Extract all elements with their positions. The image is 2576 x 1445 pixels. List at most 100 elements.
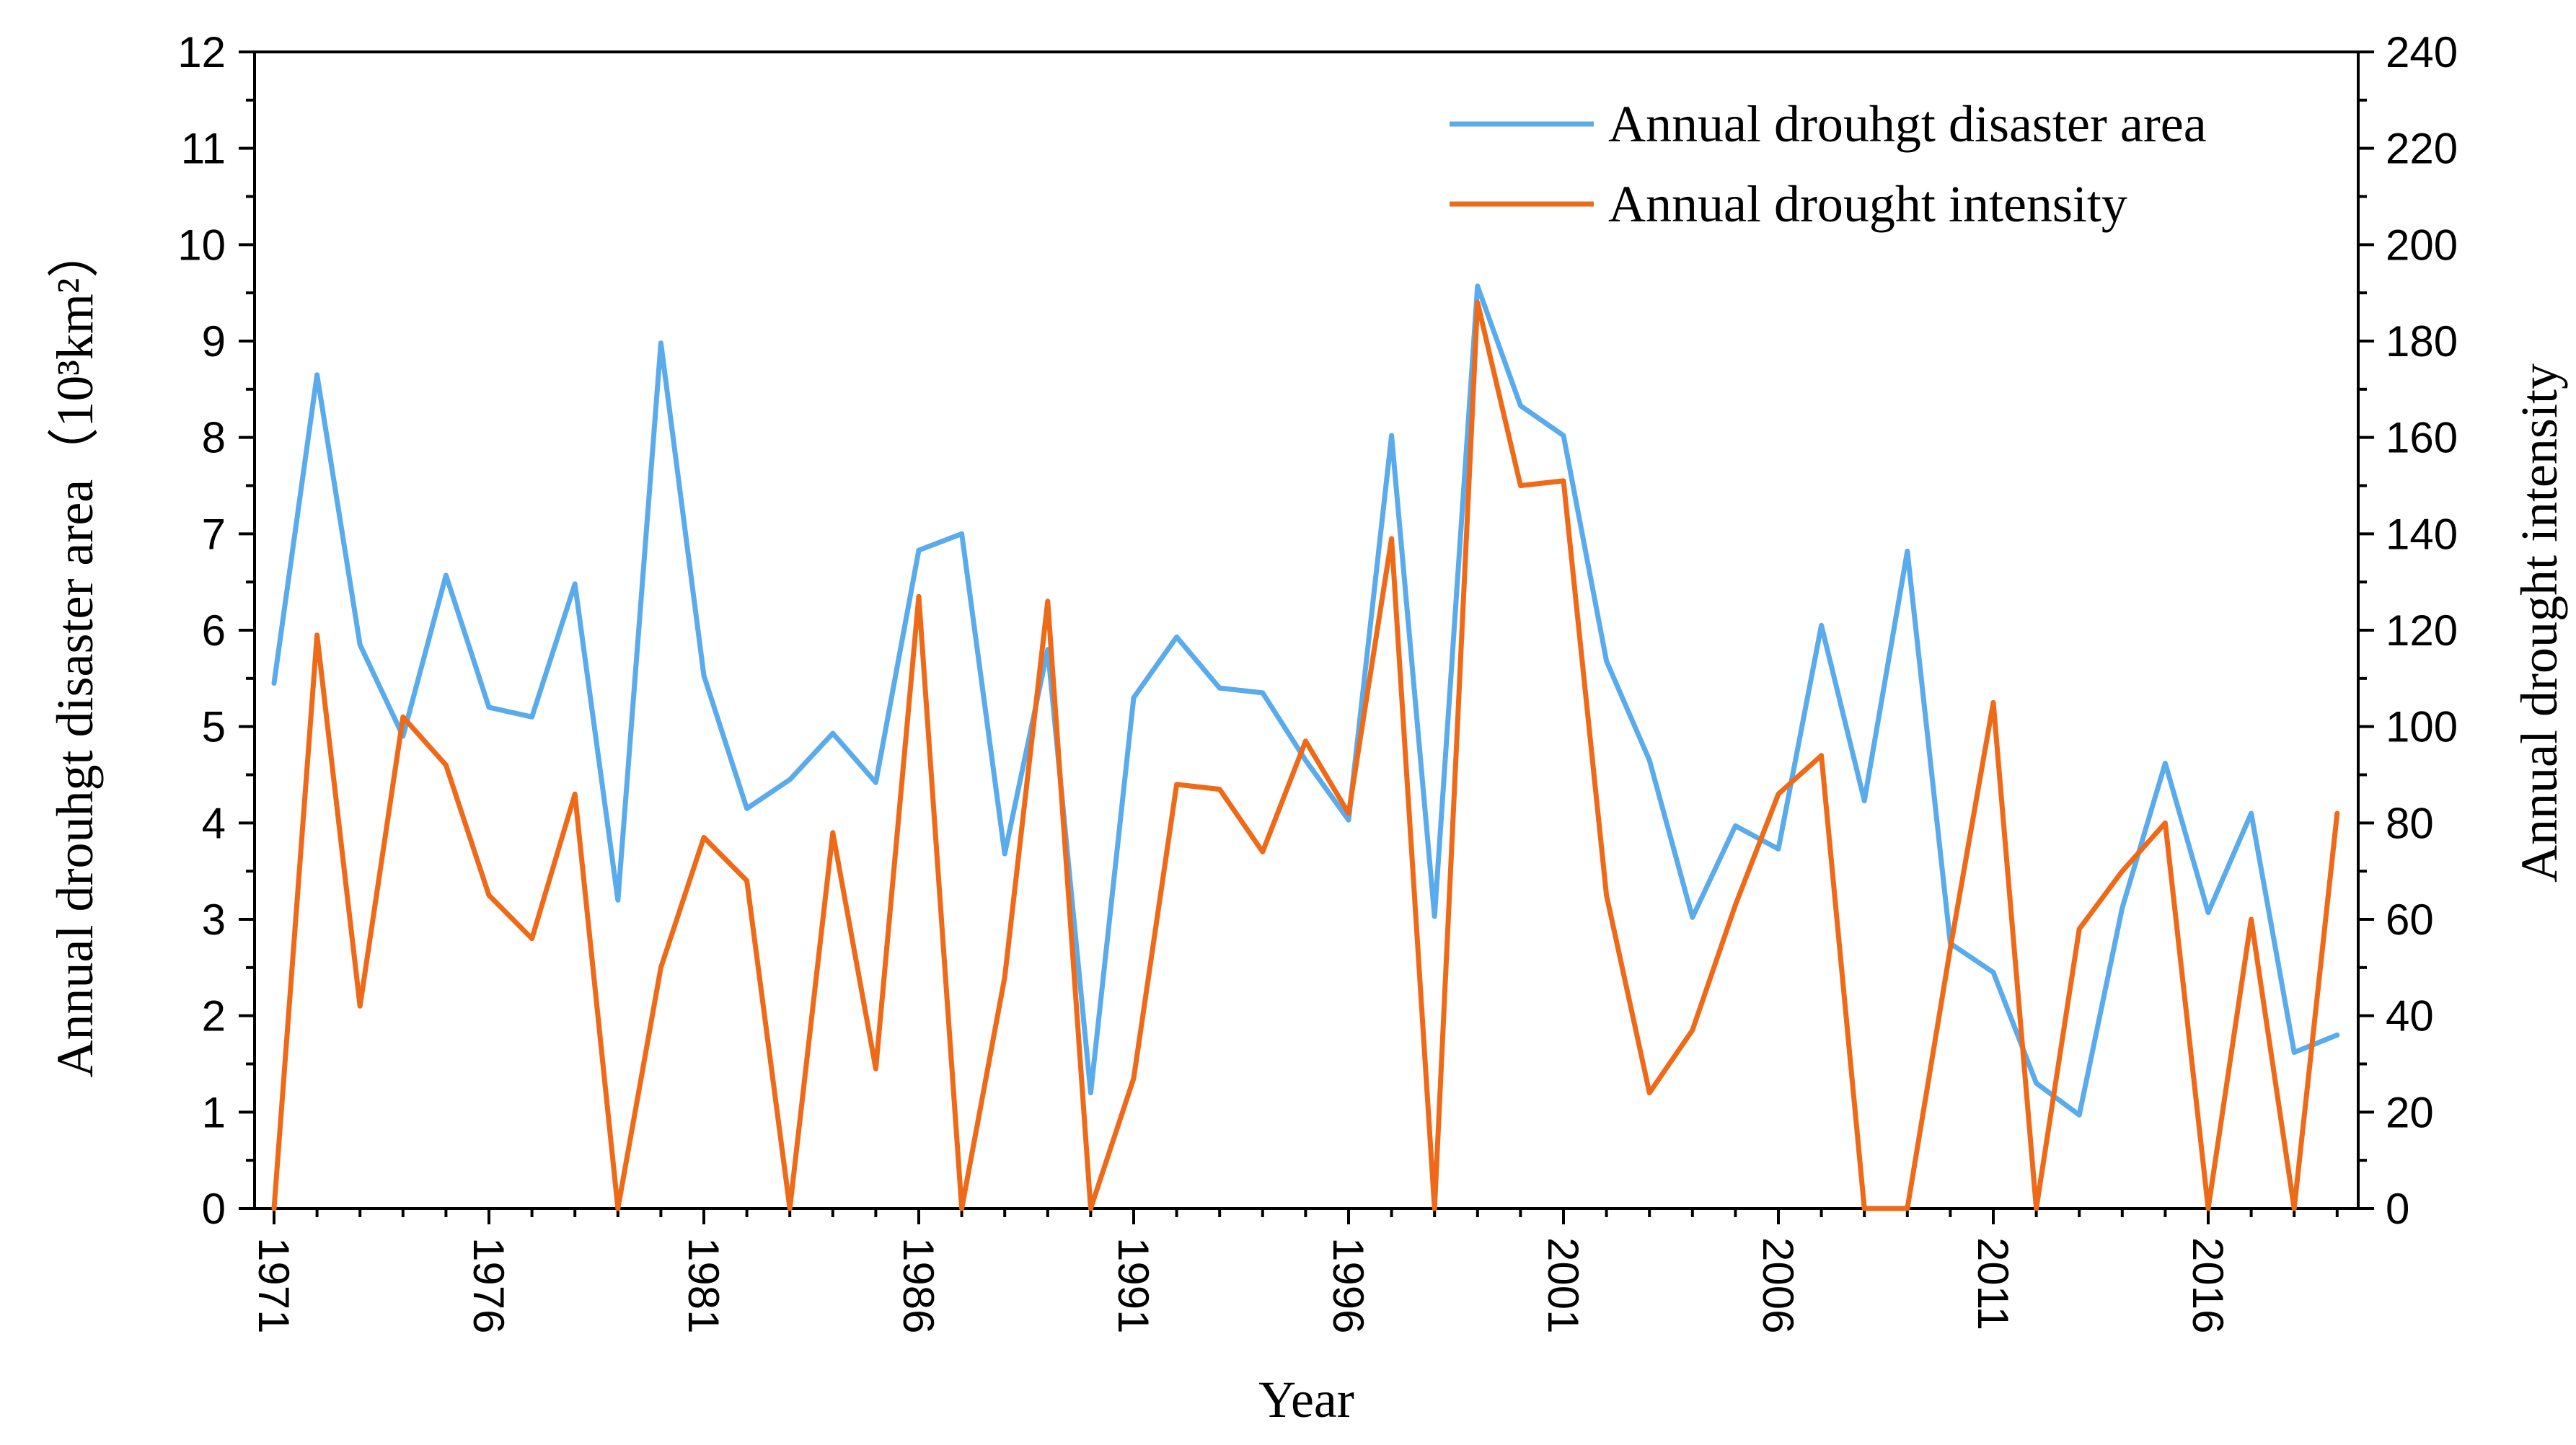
y-right-tick-label: 60: [2386, 896, 2434, 944]
data-point-drought-intensity: [1347, 812, 1350, 815]
data-point-drought-intensity: [832, 831, 834, 834]
data-point-drought-intensity: [1519, 485, 1522, 487]
data-point-drought-intensity: [1734, 903, 1737, 906]
data-point-disaster-area: [273, 682, 275, 684]
y-right-tick-label: 180: [2386, 317, 2458, 366]
y-right-tick-label: 0: [2386, 1185, 2409, 1233]
data-point-disaster-area: [917, 549, 920, 552]
data-point-drought-intensity: [2121, 870, 2124, 872]
data-point-disaster-area: [702, 674, 705, 677]
y-left-tick-label: 9: [202, 317, 226, 366]
data-point-drought-intensity: [746, 880, 749, 882]
data-point-disaster-area: [1476, 285, 1479, 288]
data-point-drought-intensity: [1691, 1029, 1694, 1032]
data-point-drought-intensity: [2035, 1207, 2038, 1210]
y-right-tick-label: 100: [2386, 703, 2458, 751]
data-point-drought-intensity: [316, 634, 319, 637]
data-point-drought-intensity: [1992, 701, 1995, 704]
x-tick-label: 1976: [464, 1237, 513, 1333]
data-point-disaster-area: [1132, 697, 1135, 699]
y-left-tick-label: 4: [202, 799, 226, 847]
data-point-drought-intensity: [1175, 783, 1178, 786]
x-tick-label: 1991: [1109, 1237, 1157, 1333]
data-point-drought-intensity: [358, 1004, 361, 1007]
data-point-disaster-area: [1046, 648, 1049, 651]
data-point-disaster-area: [1519, 405, 1522, 407]
y-left-tick-label: 12: [177, 28, 226, 76]
data-point-drought-intensity: [573, 792, 576, 795]
y-left-tick-label: 7: [202, 510, 226, 558]
data-point-drought-intensity: [1605, 894, 1608, 897]
y-left-tick-label: 10: [177, 221, 226, 269]
y-right-tick-label: 20: [2386, 1088, 2434, 1136]
data-point-drought-intensity: [617, 1207, 619, 1210]
x-tick-label: 1986: [894, 1237, 943, 1333]
data-point-disaster-area: [531, 715, 534, 718]
data-point-drought-intensity: [1433, 1207, 1436, 1210]
x-tick-label: 1996: [1324, 1237, 1372, 1333]
y-right-axis-title: Annual drought intensity: [2510, 363, 2568, 883]
data-point-drought-intensity: [1777, 792, 1780, 795]
y-left-tick-label: 11: [181, 125, 226, 173]
y-left-axis-title: Annual drouhgt disaster area（10³km²）: [46, 226, 104, 1078]
data-point-drought-intensity: [2078, 927, 2081, 930]
y-left-tick-label: 2: [202, 992, 226, 1040]
data-point-disaster-area: [1562, 434, 1565, 437]
data-point-drought-intensity: [2250, 918, 2253, 921]
data-point-drought-intensity: [1132, 1077, 1135, 1079]
data-point-disaster-area: [2035, 1082, 2038, 1084]
series-line-drought-intensity: [271, 300, 2340, 1211]
data-point-disaster-area: [1992, 971, 1995, 973]
data-point-disaster-area: [1433, 915, 1436, 918]
legend-label-disaster-area: Annual drouhgt disaster area: [1608, 95, 2207, 153]
data-point-disaster-area: [1691, 916, 1694, 919]
data-point-disaster-area: [961, 532, 963, 535]
series-line-disaster-area: [271, 283, 2340, 1118]
data-point-drought-intensity: [917, 595, 920, 598]
y-left-axis-title-text: Annual drouhgt disaster area: [46, 480, 104, 1078]
data-point-disaster-area: [2336, 1033, 2339, 1036]
data-point-disaster-area: [1089, 1092, 1092, 1095]
data-point-drought-intensity: [1089, 1207, 1092, 1210]
data-point-drought-intensity: [1949, 947, 1951, 950]
x-tick-label: 2016: [2184, 1237, 2232, 1333]
x-axis-title: Year: [1258, 1371, 1354, 1428]
y-right-tick-label: 40: [2386, 992, 2434, 1040]
data-point-drought-intensity: [1046, 600, 1049, 603]
y-left-axis-unit: （10³km²）: [46, 226, 104, 480]
data-point-disaster-area: [1261, 691, 1264, 694]
data-point-drought-intensity: [531, 937, 534, 940]
data-point-drought-intensity: [273, 1207, 275, 1210]
data-point-drought-intensity: [488, 894, 490, 897]
data-point-drought-intensity: [1906, 1207, 1909, 1210]
data-point-drought-intensity: [1304, 740, 1307, 743]
data-point-disaster-area: [1820, 624, 1823, 627]
legend: Annual drouhgt disaster area Annual droug…: [1450, 95, 2207, 233]
series-layer: [271, 283, 2340, 1211]
y-left-tick-label: 0: [202, 1185, 226, 1233]
data-point-disaster-area: [832, 732, 834, 735]
data-point-disaster-area: [874, 781, 877, 784]
data-point-drought-intensity: [788, 1207, 791, 1210]
data-point-drought-intensity: [2336, 812, 2339, 815]
y-right-tick-label: 80: [2386, 799, 2434, 847]
data-point-disaster-area: [1605, 660, 1608, 663]
x-tick-label: 2006: [1754, 1237, 1802, 1333]
data-point-drought-intensity: [659, 966, 662, 969]
data-point-drought-intensity: [1476, 301, 1479, 304]
x-tick-label: 2001: [1539, 1237, 1587, 1333]
data-point-disaster-area: [2121, 906, 2124, 909]
data-point-drought-intensity: [961, 1207, 963, 1210]
data-point-drought-intensity: [874, 1067, 877, 1070]
data-point-drought-intensity: [444, 764, 447, 766]
data-point-disaster-area: [2207, 911, 2210, 914]
y-right-tick-label: 120: [2386, 606, 2458, 655]
data-point-disaster-area: [1218, 686, 1221, 689]
data-point-drought-intensity: [2293, 1207, 2295, 1210]
axis-titles: Year Annual drouhgt disaster area（10³km²）…: [46, 226, 2568, 1428]
data-point-disaster-area: [746, 807, 749, 810]
data-point-disaster-area: [488, 706, 490, 709]
data-point-drought-intensity: [2163, 821, 2166, 824]
y-right-tick-label: 240: [2386, 28, 2458, 76]
